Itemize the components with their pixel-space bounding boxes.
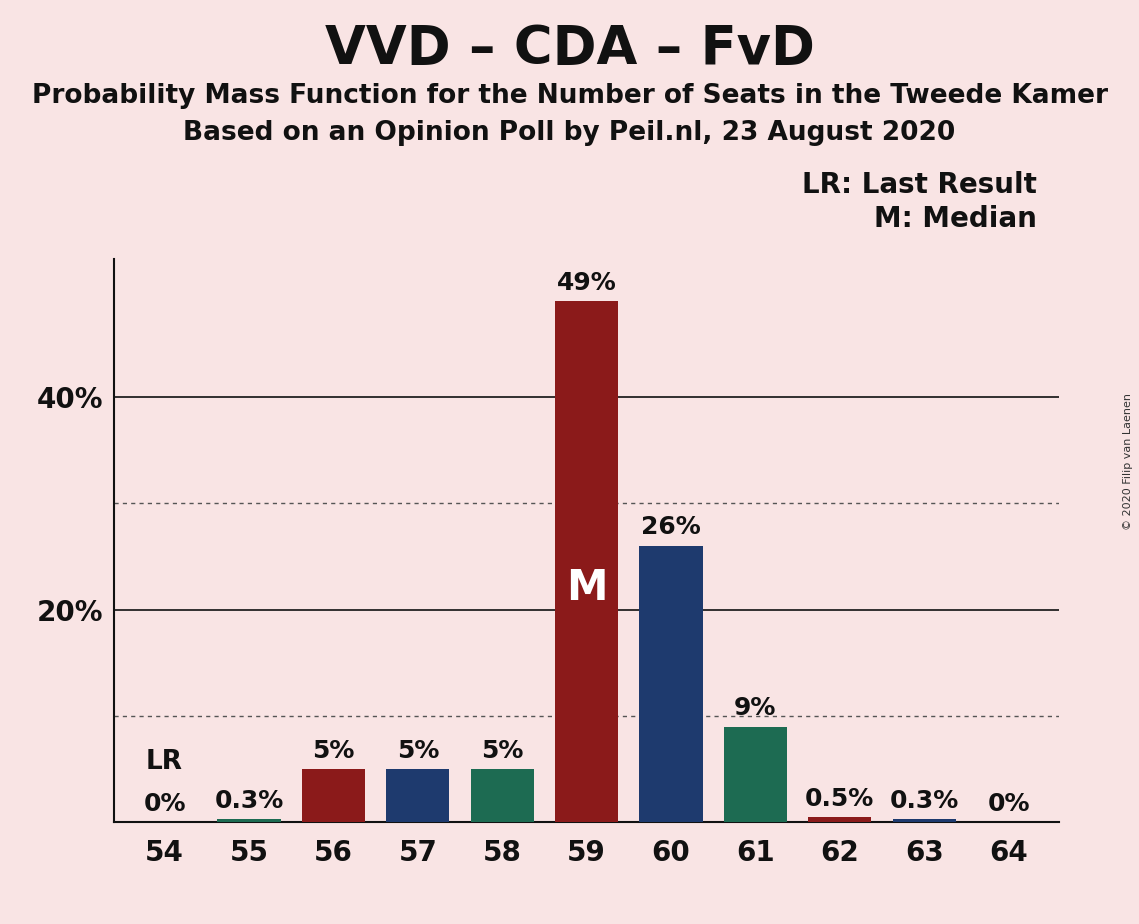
Text: 0.5%: 0.5% (805, 786, 875, 810)
Text: 26%: 26% (641, 516, 700, 540)
Text: 5%: 5% (312, 739, 354, 763)
Bar (555, 301, 618, 822)
Text: 5%: 5% (481, 739, 523, 763)
Bar (470, 769, 534, 822)
Bar (386, 769, 450, 822)
Text: 0%: 0% (988, 792, 1030, 816)
Bar (723, 726, 787, 822)
Text: 5%: 5% (396, 739, 439, 763)
Text: 0.3%: 0.3% (214, 789, 284, 813)
Bar (302, 769, 364, 822)
Text: 49%: 49% (557, 271, 616, 295)
Text: Probability Mass Function for the Number of Seats in the Tweede Kamer: Probability Mass Function for the Number… (32, 83, 1107, 109)
Text: M: Median: M: Median (874, 205, 1036, 233)
Bar (809, 817, 871, 822)
Bar (218, 820, 280, 822)
Text: 0%: 0% (144, 792, 186, 816)
Text: M: M (566, 566, 607, 609)
Text: 9%: 9% (735, 697, 777, 721)
Text: VVD – CDA – FvD: VVD – CDA – FvD (325, 23, 814, 75)
Text: © 2020 Filip van Laenen: © 2020 Filip van Laenen (1123, 394, 1133, 530)
Text: 0.3%: 0.3% (890, 789, 959, 813)
Bar (893, 820, 956, 822)
Text: Based on an Opinion Poll by Peil.nl, 23 August 2020: Based on an Opinion Poll by Peil.nl, 23 … (183, 120, 956, 146)
Bar (639, 546, 703, 822)
Text: LR: LR (146, 748, 183, 774)
Text: LR: Last Result: LR: Last Result (802, 171, 1036, 199)
